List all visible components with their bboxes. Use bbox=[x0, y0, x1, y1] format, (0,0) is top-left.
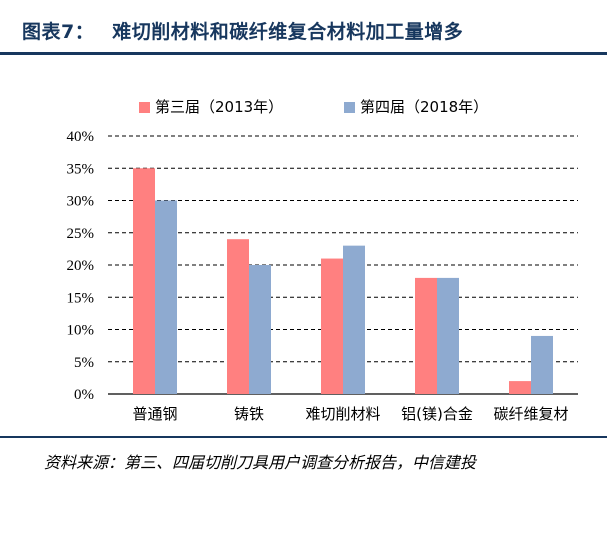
x-tick-label: 铸铁 bbox=[234, 405, 264, 423]
bar-1 bbox=[227, 239, 249, 394]
figure-label: 图表7： bbox=[22, 21, 95, 43]
bar-2 bbox=[155, 200, 177, 394]
bar-2 bbox=[437, 277, 459, 394]
y-tick-label: 40% bbox=[67, 129, 95, 145]
figure-title-text: 难切削材料和碳纤维复合材料加工量增多 bbox=[112, 21, 464, 43]
y-tick-label: 30% bbox=[67, 194, 95, 210]
y-tick-label: 0% bbox=[74, 387, 94, 403]
x-tick-label: 碳纤维复材 bbox=[493, 405, 568, 423]
y-tick-label: 20% bbox=[67, 258, 95, 274]
footer-rule bbox=[0, 436, 607, 438]
bar-chart: 0% 5% 10% 15% 20% 25% 30% 35% 40% 普通钢 铸铁 难切削材料 铝(镁)合… bbox=[67, 98, 578, 423]
legend-label-2: 第四届（2018年） bbox=[360, 98, 488, 116]
legend-swatch-2 bbox=[344, 102, 355, 113]
source-note: 资料来源：第三、四届切削刀具用户调查分析报告，中信建投 bbox=[44, 453, 477, 472]
bar-2 bbox=[249, 265, 271, 394]
x-tick-label: 普通钢 bbox=[132, 405, 177, 423]
header-rule bbox=[0, 52, 607, 55]
bar-1 bbox=[321, 258, 343, 394]
y-tick-label: 15% bbox=[67, 290, 95, 306]
legend-label-1: 第三届（2013年） bbox=[155, 98, 283, 116]
bar-1 bbox=[415, 277, 437, 394]
x-tick-label: 铝(镁)合金 bbox=[401, 405, 473, 423]
bar-1 bbox=[509, 381, 531, 394]
y-tick-label: 5% bbox=[74, 355, 94, 371]
bar-2 bbox=[531, 335, 553, 394]
y-tick-label: 25% bbox=[67, 226, 95, 242]
x-tick-label: 难切削材料 bbox=[305, 405, 380, 423]
bar-1 bbox=[133, 168, 155, 394]
legend-swatch-1 bbox=[139, 102, 150, 113]
bar-2 bbox=[343, 245, 365, 394]
y-tick-label: 35% bbox=[67, 161, 95, 177]
figure-title: 图表7： 难切削材料和碳纤维复合材料加工量增多 bbox=[22, 17, 463, 44]
y-tick-label: 10% bbox=[67, 323, 95, 339]
